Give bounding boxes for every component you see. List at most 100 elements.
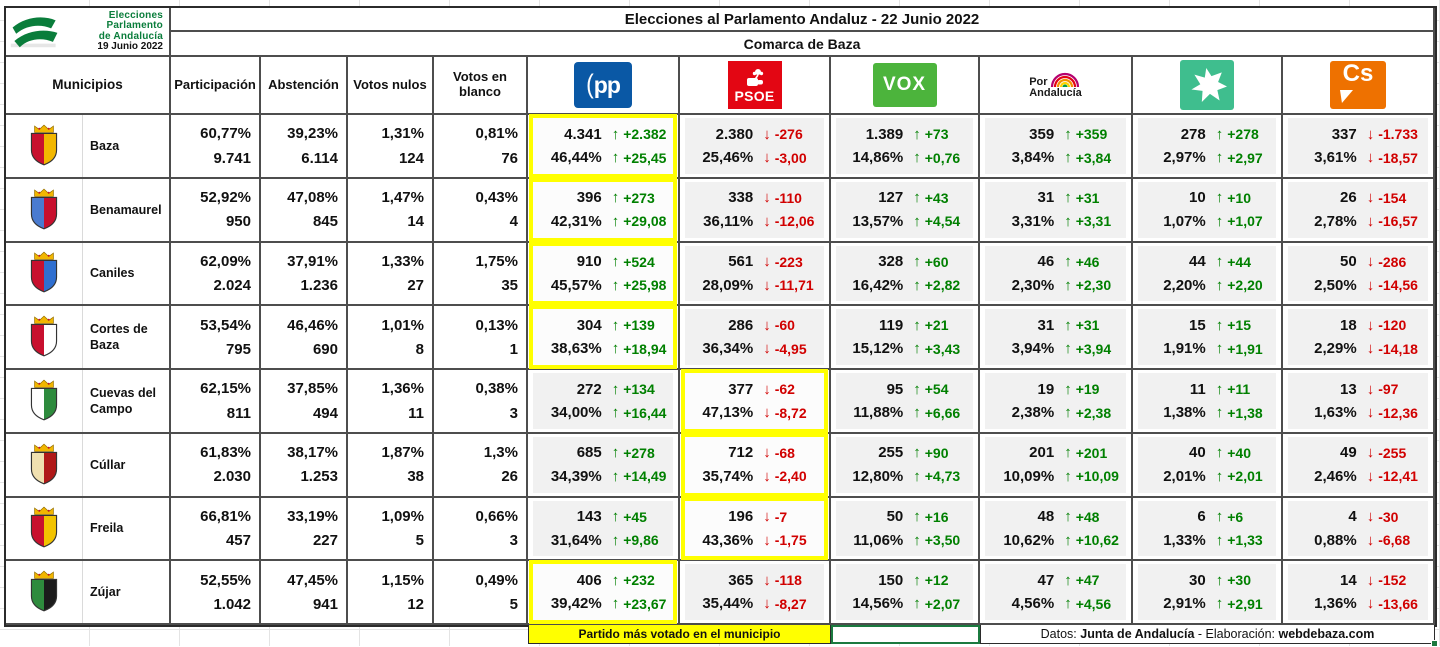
pct-value: 11,88% — [853, 404, 904, 422]
trend-arrow-icon: ↑ — [1064, 404, 1072, 422]
votes-diff: ↓ -154 — [1357, 189, 1422, 206]
pct-diff: ↑ +25,45 — [602, 149, 667, 166]
blanco-pct: 0,43% — [475, 189, 518, 206]
votes-diff: ↑ +139 — [602, 317, 667, 334]
trend-arrow-icon: ↓ — [763, 467, 771, 485]
cs-label: Cs — [1342, 60, 1374, 87]
blanco-votes: 4 — [509, 213, 518, 231]
stat-cell-participacion: 52,92% 950 — [171, 178, 261, 243]
trend-arrow-icon: ↑ — [1064, 444, 1072, 462]
pct-value: 38,63% — [550, 340, 602, 358]
party-result-box: 26 ↓ -154 2,78% ↓ -16,57 — [1288, 181, 1428, 238]
votes-diff: ↓ -255 — [1357, 444, 1422, 461]
logo-line: Parlamento — [106, 20, 163, 32]
votes-value: 255 — [878, 444, 904, 462]
votes-value: 127 — [878, 189, 904, 207]
pct-diff: ↑ +25,98 — [602, 277, 667, 294]
pct-diff: ↑ +2,97 — [1206, 149, 1270, 166]
nulos-pct: 1,36% — [381, 380, 424, 398]
trend-arrow-icon: ↓ — [1366, 571, 1375, 589]
crest-wrap — [6, 498, 82, 560]
pct-value: 36,34% — [702, 340, 754, 358]
votes-diff: ↑ +6 — [1206, 508, 1270, 525]
credits-mid: - Elaboración: — [1194, 627, 1279, 641]
column-header-municipios: Municipios — [6, 57, 171, 115]
pct-diff: ↓ -14,18 — [1357, 340, 1422, 357]
diff-value: +201 — [1075, 444, 1108, 461]
abstencion-votes: 845 — [312, 213, 338, 231]
result-cell-andalucia-por-si: 278 ↑ +278 2,97% ↑ +2,97 — [1133, 115, 1283, 179]
pct-value: 43,36% — [702, 531, 754, 549]
pct-diff: ↑ +3,43 — [903, 340, 967, 357]
blanco-pct: 0,13% — [475, 316, 518, 334]
nulos-votes: 38 — [407, 468, 424, 486]
pct-value: 3,94% — [1011, 340, 1055, 358]
votes-value: 4.341 — [564, 125, 602, 143]
votes-diff: ↓ -286 — [1357, 253, 1422, 270]
result-cell-cs: 4 ↓ -30 0,88% ↓ -6,68 — [1283, 497, 1435, 562]
diff-value: +43 — [924, 189, 949, 206]
party-result-box: 31 ↑ +31 3,94% ↑ +3,94 — [985, 309, 1126, 365]
nulos-pct: 1,15% — [381, 571, 424, 589]
votes-value: 30 — [1189, 571, 1206, 589]
trend-arrow-icon: ↑ — [913, 125, 921, 143]
stat-cell-votos-nulos: 1,36% 11 — [348, 370, 434, 434]
stat-cell-participacion: 53,54% 795 — [171, 306, 261, 370]
trend-arrow-icon: ↑ — [1064, 531, 1072, 549]
result-cell-psoe: 377 ↓ -62 47,13% ↓ -8,72 — [680, 370, 831, 434]
pp-logo-icon: (pp — [574, 62, 632, 108]
trend-arrow-icon: ↑ — [1215, 508, 1224, 526]
diff-value: -152 — [1378, 572, 1407, 589]
party-result-box: 50 ↓ -286 2,50% ↓ -14,56 — [1288, 245, 1428, 302]
pct-diff: ↑ +1,33 — [1206, 532, 1270, 549]
pct-value: 4,56% — [1011, 595, 1055, 613]
trend-arrow-icon: ↓ — [763, 149, 771, 167]
result-cell-vox: 119 ↑ +21 15,12% ↑ +3,43 — [831, 306, 980, 370]
pct-value: 2,50% — [1314, 276, 1357, 294]
trend-arrow-icon: ↑ — [1215, 189, 1224, 207]
diff-value: +2,91 — [1227, 595, 1263, 612]
pct-diff: ↓ -11,71 — [753, 277, 818, 294]
votes-value: 47 — [1037, 571, 1055, 589]
pct-value: 2,46% — [1314, 467, 1357, 485]
blanco-votes: 35 — [501, 277, 518, 294]
psoe-fist-rose-icon — [746, 69, 763, 86]
trend-arrow-icon: ↓ — [763, 508, 771, 526]
page-subtitle: Comarca de Baza — [171, 32, 1435, 57]
stat-cell-votos-blanco: 0,66% 3 — [434, 497, 528, 562]
vox-logo-icon: VOX — [872, 63, 937, 107]
trend-arrow-icon: ↑ — [1215, 340, 1224, 358]
diff-value: +278 — [623, 444, 655, 461]
trend-arrow-icon: ↑ — [913, 531, 921, 549]
diff-value: +90 — [924, 444, 949, 461]
party-result-box: 6 ↑ +6 1,33% ↑ +1,33 — [1138, 500, 1276, 557]
votes-diff: ↓ -118 — [753, 572, 818, 589]
votes-diff: ↑ +19 — [1054, 381, 1120, 398]
pct-diff: ↑ +0,76 — [903, 149, 967, 166]
diff-value: +2,07 — [924, 595, 961, 612]
votes-diff: ↑ +524 — [602, 253, 667, 270]
participacion-pct: 53,54% — [200, 316, 251, 334]
stat-cell-votos-blanco: 0,13% 1 — [434, 306, 528, 370]
pct-diff: ↓ -13,66 — [1357, 595, 1422, 612]
pct-value: 15,12% — [852, 340, 904, 358]
trend-arrow-icon: ↑ — [1215, 467, 1224, 485]
diff-value: -13,66 — [1378, 595, 1418, 612]
selected-cell[interactable] — [831, 625, 980, 644]
abstencion-pct: 37,85% — [287, 380, 338, 398]
andalucia-por-si-logo-icon — [1180, 60, 1234, 110]
votes-diff: ↑ +278 — [602, 444, 667, 461]
trend-arrow-icon: ↑ — [1064, 571, 1072, 589]
result-cell-andalucia-por-si: 11 ↑ +11 1,38% ↑ +1,38 — [1133, 370, 1283, 434]
pct-value: 10,62% — [1003, 531, 1055, 549]
trend-arrow-icon: ↑ — [1215, 316, 1224, 334]
nulos-pct: 1,01% — [381, 316, 424, 334]
stat-cell-votos-blanco: 1,3% 26 — [434, 433, 528, 498]
pct-value: 25,46% — [702, 149, 754, 167]
nulos-pct: 1,47% — [381, 189, 424, 206]
diff-value: +2,30 — [1075, 277, 1112, 294]
nulos-votes: 8 — [415, 340, 424, 358]
stat-cell-abstencion: 46,46% 690 — [261, 306, 348, 370]
votes-diff: ↓ -120 — [1357, 317, 1422, 334]
nulos-votes: 11 — [408, 404, 424, 422]
